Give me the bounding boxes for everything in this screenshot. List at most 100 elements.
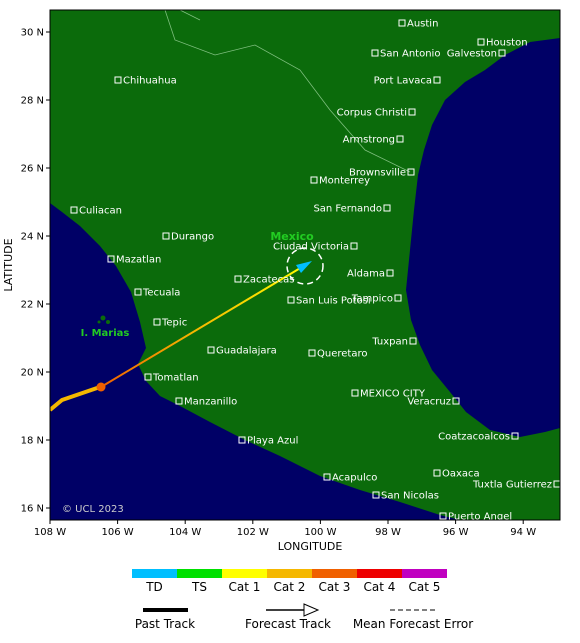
city-label: Tuxpan: [371, 337, 408, 348]
y-axis-label: LATITUDE: [2, 238, 15, 291]
category-label: TD: [145, 580, 163, 594]
y-tick-label: 22 N: [21, 300, 44, 311]
city-marker: [408, 108, 416, 116]
x-tick-label: 108 W: [34, 527, 66, 538]
y-tick-label: 18 N: [21, 436, 44, 447]
city-label: Chihuahua: [123, 76, 177, 87]
city-label: Armstrong: [343, 135, 395, 146]
storm-position: [96, 382, 106, 392]
category-label: Cat 4: [364, 580, 396, 594]
city-label: San Luis Potosi: [296, 296, 371, 307]
city-marker: [439, 512, 447, 520]
map-frame: [49, 9, 561, 521]
y-tick-label: 30 N: [21, 28, 44, 39]
category-swatch: [222, 569, 267, 578]
city-label: Austin: [407, 19, 438, 30]
x-axis-label: LONGITUDE: [278, 540, 343, 553]
city-label: Port Lavaca: [374, 76, 432, 87]
category-swatch: [267, 569, 312, 578]
past-track: [50, 385, 101, 412]
city-label: Galveston: [447, 49, 497, 60]
city-marker: [207, 346, 215, 354]
borders: [164, 10, 411, 173]
city-label: Guadalajara: [216, 346, 277, 357]
city-marker: [350, 242, 358, 250]
city-label: San Nicolas: [381, 491, 439, 502]
city-label: Mazatlan: [116, 255, 161, 266]
city-marker: [234, 275, 242, 283]
category-label: Cat 1: [229, 580, 261, 594]
city-marker: [409, 337, 417, 345]
city-marker: [107, 255, 115, 263]
track-label: Mean Forecast Error: [353, 617, 473, 631]
forecast-arrow-key: [303, 603, 320, 617]
y-tick-label: 26 N: [21, 164, 44, 175]
city-marker: [407, 168, 415, 176]
city-label: MEXICO CITY: [360, 389, 426, 400]
city-marker: [238, 436, 246, 444]
city-marker: [144, 373, 152, 381]
city-label: San Antonio: [380, 49, 440, 60]
city-label: Durango: [171, 232, 214, 243]
city-label: Tuxtla Gutierrez: [472, 480, 552, 491]
city-marker: [310, 176, 318, 184]
category-label: Cat 5: [409, 580, 441, 594]
city-marker: [153, 318, 161, 326]
city-label: Playa Azul: [247, 436, 298, 447]
y-tick-label: 28 N: [21, 96, 44, 107]
x-tick-label: 94 W: [510, 527, 536, 538]
category-swatch: [312, 569, 357, 578]
city-label: Houston: [486, 38, 528, 49]
city-label: Oaxaca: [442, 469, 480, 480]
city-marker: [498, 49, 506, 57]
city-marker: [70, 206, 78, 214]
city-label: Veracruz: [407, 397, 451, 408]
x-tick-label: 96 W: [443, 527, 469, 538]
x-tick-label: 106 W: [102, 527, 134, 538]
city-marker: [351, 389, 359, 397]
category-label: Cat 3: [319, 580, 351, 594]
city-label: Tecuala: [142, 288, 180, 299]
city-marker: [553, 480, 560, 488]
island-label: I. Marias: [81, 328, 130, 339]
y-tick-label: 20 N: [21, 368, 44, 379]
y-tick-label: 16 N: [21, 504, 44, 515]
city-label: Culiacan: [79, 206, 122, 217]
city-label: Manzanillo: [184, 397, 237, 408]
track-label: Past Track: [135, 617, 195, 631]
city-marker: [308, 349, 316, 357]
city-label: Zacatecas: [243, 275, 295, 286]
y-tick-label: 24 N: [21, 232, 44, 243]
city-marker: [371, 49, 379, 57]
category-label: Cat 2: [274, 580, 306, 594]
city-label: Tampico: [351, 294, 393, 305]
city-marker: [398, 19, 406, 27]
city-label: Queretaro: [317, 349, 367, 360]
islands: [97, 315, 110, 324]
city-marker: [114, 76, 122, 84]
city-label: Brownsville: [349, 168, 406, 179]
city-label: Corpus Christi: [337, 108, 407, 119]
forecast-error-circle: [286, 247, 324, 285]
city-label: Acapulco: [332, 473, 377, 484]
category-swatch: [402, 569, 447, 578]
category-label: TS: [191, 580, 207, 594]
category-swatch: [177, 569, 222, 578]
x-tick-label: 98 W: [375, 527, 401, 538]
copyright: © UCL 2023: [62, 504, 124, 515]
city-marker: [433, 469, 441, 477]
city-marker: [433, 76, 441, 84]
x-tick-label: 100 W: [304, 527, 336, 538]
city-marker: [287, 296, 295, 304]
city-label: Tepic: [161, 318, 187, 329]
track-label: Forecast Track: [245, 617, 331, 631]
city-marker: [394, 294, 402, 302]
category-swatch: [132, 569, 177, 578]
city-label: Puerto Angel: [448, 512, 512, 523]
category-swatch: [357, 569, 402, 578]
city-marker: [383, 204, 391, 212]
city-marker: [477, 38, 485, 46]
city-label: San Fernando: [313, 204, 382, 215]
city-marker: [323, 473, 331, 481]
